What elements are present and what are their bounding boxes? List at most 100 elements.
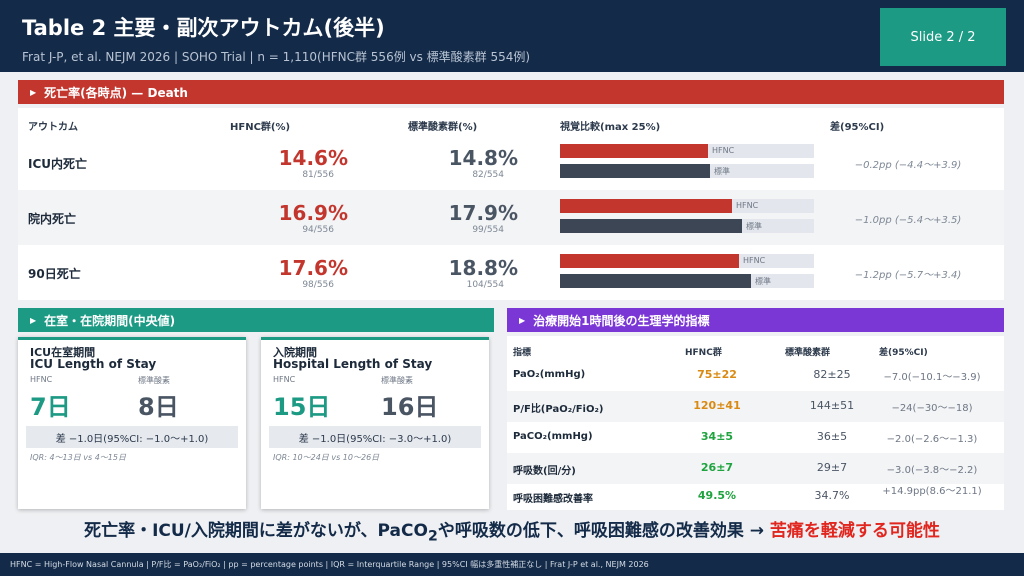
card-title-en: ICU Length of Stay (30, 357, 157, 371)
hfnc-bar (560, 199, 732, 213)
play-triangle-icon: ▶ (30, 315, 37, 325)
icu-los-card: ICU在室期間 ICU Length of Stay HFNC 標準酸素 7日 … (18, 337, 246, 509)
col-header-diff: 差(95%CI) (879, 348, 928, 358)
hospital-los-card: 入院期間 Hospital Length of Stay HFNC 標準酸素 1… (261, 337, 489, 509)
physio-hfnc-value: 26±7 (700, 461, 734, 474)
physio-std-value: 29±7 (816, 461, 848, 474)
physio-row-label: 呼吸数(回/分) (513, 466, 576, 477)
physio-section-header: ▶ 治療開始1時間後の生理学的指標 (507, 308, 1004, 332)
death-section-header: ▶ 死亡率(各時点) — Death (18, 80, 1004, 104)
std-percent: 18.8% (448, 256, 518, 280)
physio-hfnc-value: 34±5 (700, 430, 734, 443)
los-diff: 差 −1.0日(95%CI: −1.0〜+1.0) (26, 426, 238, 448)
death-row: 院内死亡 16.9% 94/556 17.9% 99/554 HFNC 標準 −… (18, 190, 1004, 245)
std-percent: 17.9% (448, 201, 518, 225)
physio-diff: −2.0(−2.6〜−1.3) (886, 434, 978, 445)
hfnc-percent: 17.6% (278, 256, 348, 280)
std-days: 16日 (381, 393, 439, 421)
physio-row: PaCO₂(mmHg) 34±5 36±5 −2.0(−2.6〜−1.3) (507, 422, 1004, 453)
physio-row: 呼吸数(回/分) 26±7 29±7 −3.0(−3.8〜−2.2) (507, 453, 1004, 484)
hfnc-percent: 16.9% (278, 201, 348, 225)
physio-row: 呼吸困難感改善率 49.5% 34.7% +14.9pp(8.6〜21.1) (507, 484, 1004, 510)
los-section-header: ▶ 在室・在院期間(中央値) (18, 308, 494, 332)
play-triangle-icon: ▶ (30, 87, 37, 97)
std-bar (560, 219, 742, 233)
conclusion-subscript: 2 (427, 528, 438, 545)
play-triangle-icon: ▶ (519, 315, 526, 325)
col-header-std: 標準酸素群(%) (408, 122, 478, 133)
std-bar-track: 標準 (560, 274, 814, 288)
physio-diff: −7.0(−10.1〜−3.9) (883, 372, 981, 383)
hfnc-bar (560, 254, 739, 268)
physio-row: P/F比(PaO₂/FiO₂) 120±41 144±51 −24(−30〜−1… (507, 391, 1004, 422)
col-header-diff: 差(95%CI) (830, 122, 885, 133)
card-title-ja: ICU在室期間 (30, 346, 96, 359)
death-diff: −1.2pp (−5.7〜+3.4) (854, 270, 962, 281)
hfnc-bar-track: HFNC (560, 254, 814, 268)
std-label: 標準酸素 (381, 376, 413, 385)
conclusion-part-1: 死亡率・ICU/入院期間に差がないが、PaCO (84, 521, 428, 541)
physio-row-label: PaCO₂(mmHg) (513, 431, 593, 442)
slide-header: Table 2 主要・副次アウトカム(後半) Frat J-P, et al. … (0, 0, 1024, 72)
std-days: 8日 (138, 393, 179, 421)
hfnc-bar-track: HFNC (560, 144, 814, 158)
std-bar-label: 標準 (746, 222, 762, 231)
hfnc-label: HFNC (30, 375, 53, 384)
card-title-ja: 入院期間 (273, 346, 317, 359)
los-iqr: IQR: 10〜24日 vs 10〜26日 (273, 453, 380, 462)
col-header-indicator: 指標 (513, 348, 532, 358)
std-bar (560, 274, 751, 288)
los-iqr: IQR: 4〜13日 vs 4〜15日 (30, 453, 126, 462)
physio-row-label: 呼吸困難感改善率 (513, 494, 593, 505)
std-bar-track: 標準 (560, 219, 814, 233)
hfnc-days: 7日 (30, 393, 71, 421)
death-table: アウトカム HFNC群(%) 標準酸素群(%) 視覚比較(max 25%) 差(… (18, 108, 1004, 300)
hfnc-label: HFNC (273, 375, 296, 384)
std-percent: 14.8% (448, 146, 518, 170)
physio-row-label: P/F比(PaO₂/FiO₂) (513, 404, 604, 415)
hfnc-bar-label: HFNC (712, 146, 735, 155)
physio-std-value: 34.7% (814, 489, 850, 502)
physio-hfnc-value: 120±41 (693, 399, 741, 412)
physio-std-value: 144±51 (809, 399, 855, 412)
slide-subtitle: Frat J-P, et al. NEJM 2026 | SOHO Trial … (22, 50, 531, 64)
footer-notes: HFNC = High-Flow Nasal Cannula | P/F比 = … (0, 553, 1024, 576)
death-row: ICU内死亡 14.6% 81/556 14.8% 82/554 HFNC 標準… (18, 135, 1004, 190)
std-fraction: 104/554 (466, 280, 504, 290)
death-section-title: 死亡率(各時点) — Death (44, 85, 188, 100)
physio-hfnc-value: 49.5% (697, 489, 737, 502)
physio-diff: −24(−30〜−18) (891, 403, 973, 414)
physio-hfnc-value: 75±22 (697, 368, 737, 381)
hfnc-fraction: 94/556 (302, 225, 334, 235)
std-bar (560, 164, 710, 178)
std-bar-track: 標準 (560, 164, 814, 178)
hfnc-bar-label: HFNC (743, 256, 766, 265)
conclusion-text: 死亡率・ICU/入院期間に差がないが、PaCO2や呼吸数の低下、呼吸困難感の改善… (0, 516, 1024, 544)
los-diff: 差 −1.0日(95%CI: −3.0〜+1.0) (269, 426, 481, 448)
physio-std-value: 82±25 (813, 368, 851, 381)
col-header-std: 標準酸素群 (785, 348, 831, 358)
std-bar-label: 標準 (714, 167, 730, 176)
std-fraction: 99/554 (472, 225, 504, 235)
slide-number-badge: Slide 2 / 2 (880, 8, 1006, 66)
hfnc-fraction: 98/556 (302, 280, 334, 290)
physio-table: 指標 HFNC群 標準酸素群 差(95%CI) PaO₂(mmHg) 75±22… (507, 336, 1004, 510)
hfnc-fraction: 81/556 (302, 170, 334, 180)
card-title-en: Hospital Length of Stay (273, 357, 433, 371)
los-section-title: 在室・在院期間(中央値) (44, 313, 176, 328)
hfnc-days: 15日 (273, 393, 331, 421)
physio-row: PaO₂(mmHg) 75±22 82±25 −7.0(−10.1〜−3.9) (507, 360, 1004, 391)
death-diff: −1.0pp (−5.4〜+3.5) (854, 215, 962, 226)
col-header-hfnc: HFNC群 (685, 348, 722, 358)
std-bar-label: 標準 (755, 277, 771, 286)
physio-diff: −3.0(−3.8〜−2.2) (886, 465, 978, 476)
death-row-label: 90日死亡 (28, 267, 81, 281)
hfnc-bar (560, 144, 708, 158)
col-header-visual: 視覚比較(max 25%) (560, 122, 661, 133)
death-diff: −0.2pp (−4.4〜+3.9) (854, 160, 962, 171)
hfnc-percent: 14.6% (278, 146, 348, 170)
death-row-label: ICU内死亡 (28, 157, 88, 171)
conclusion-part-2: や呼吸数の低下、呼吸困難感の改善効果 → (437, 521, 770, 541)
death-row-label: 院内死亡 (28, 212, 77, 226)
hfnc-bar-track: HFNC (560, 199, 814, 213)
